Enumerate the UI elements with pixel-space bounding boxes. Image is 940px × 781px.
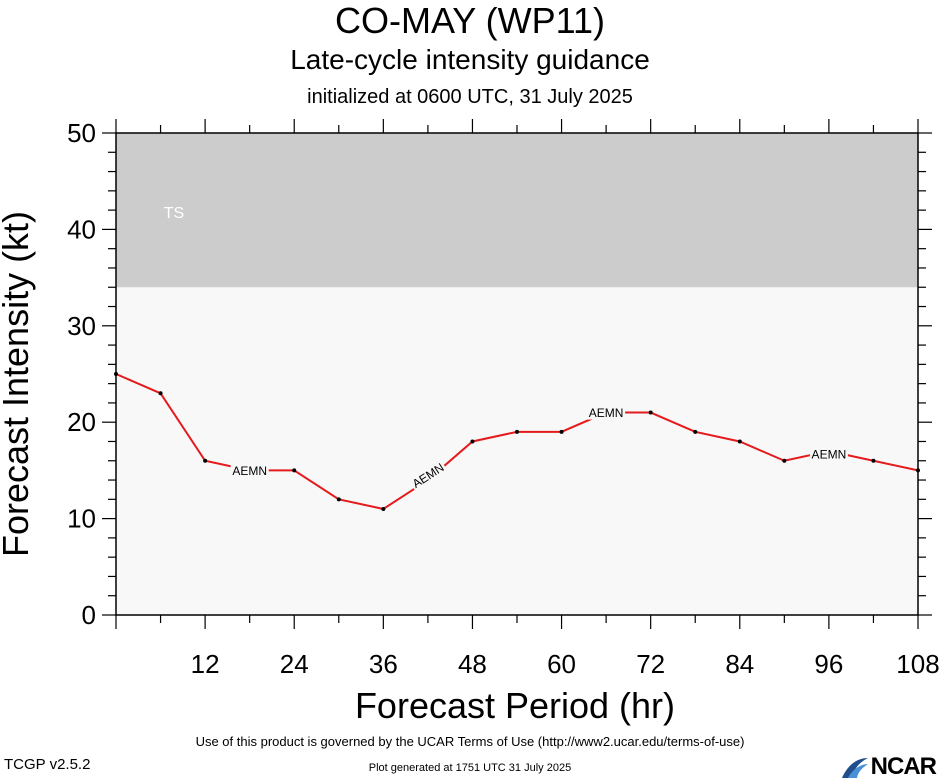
series-label-bg <box>230 463 269 478</box>
intensity-chart: TS 0 10 20 30 40 50 12 24 36 48 60 72 84 96 108 Forecast… <box>0 118 940 726</box>
terms-of-use-notice: Use of this product is governed by the U… <box>195 734 745 749</box>
y-tick-label: 40 <box>67 214 96 244</box>
ncar-logo-text: NCAR <box>870 753 937 780</box>
series-label: AEMN <box>589 406 624 420</box>
initialization-time: initialized at 0600 UTC, 31 July 2025 <box>307 86 633 108</box>
series-label-group: AEMN <box>809 447 848 462</box>
data-point <box>648 410 653 415</box>
series-label-bg <box>809 447 848 462</box>
data-point <box>515 429 519 434</box>
data-point <box>871 458 876 463</box>
x-tick-label: 12 <box>191 649 220 679</box>
data-point <box>381 506 386 511</box>
data-point <box>336 497 341 502</box>
series-label-bg <box>587 405 626 420</box>
x-tick-label: 60 <box>547 649 576 679</box>
x-tick-label: 108 <box>896 649 939 679</box>
y-axis-label: Forecast Intensity (kt) <box>0 211 36 557</box>
y-tick-label: 20 <box>67 407 96 437</box>
chart-title: CO-MAY (WP11) <box>334 0 606 41</box>
y-tick-label: 10 <box>67 504 96 534</box>
data-point <box>559 429 564 434</box>
ncar-logo: NCAR <box>840 753 937 780</box>
y-tick-label: 50 <box>67 118 96 148</box>
ncar-swoosh-icon <box>841 758 868 778</box>
series-label-bg <box>408 459 448 492</box>
version-label: TCGP v2.5.2 <box>4 756 91 773</box>
series-label-group: AEMN <box>587 405 626 420</box>
x-tick-label: 96 <box>814 649 843 679</box>
data-point <box>470 439 475 444</box>
series-label: AEMN <box>812 448 847 462</box>
data-point <box>292 468 297 473</box>
x-tick-label: 36 <box>369 649 398 679</box>
x-tick-label: 24 <box>280 649 309 679</box>
data-point <box>203 458 208 463</box>
data-point <box>916 468 920 473</box>
x-tick-label: 48 <box>458 649 487 679</box>
series-label-group: AEMN <box>230 463 269 478</box>
data-point <box>693 429 698 434</box>
chart-subtitle: Late-cycle intensity guidance <box>290 44 650 75</box>
y-tick-label: 0 <box>82 600 96 630</box>
generation-timestamp: Plot generated at 1751 UTC 31 July 2025 <box>368 762 572 774</box>
series-label: AEMN <box>232 464 267 478</box>
band-label: TS <box>164 205 184 222</box>
band-ts <box>116 133 918 288</box>
y-tick-label: 30 <box>67 311 96 341</box>
data-point <box>158 391 163 396</box>
x-tick-label: 84 <box>725 649 754 679</box>
data-point <box>114 372 118 376</box>
data-point <box>737 439 742 444</box>
data-point <box>782 458 787 463</box>
x-axis-label: Forecast Period (hr) <box>355 685 675 726</box>
x-tick-label: 72 <box>636 649 665 679</box>
